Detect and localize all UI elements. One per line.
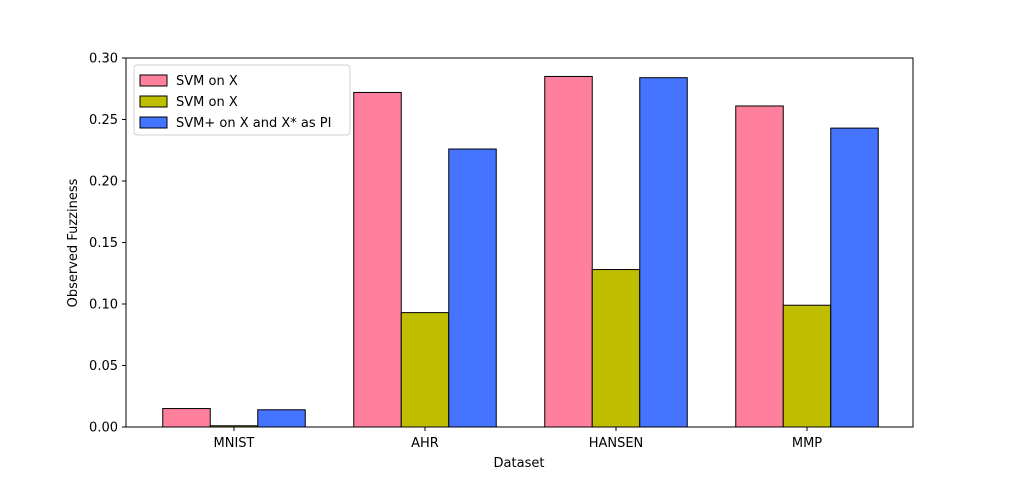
bar-hansen-series-2 [591,269,641,428]
bar-hansen-series-3 [639,77,688,428]
bar-mnist-series-3 [257,409,306,428]
y-tick-label: 0.30 [89,52,118,67]
y-tick-label: 0.25 [89,113,118,128]
plot-frame [125,57,914,428]
bar-mmp-series-2 [782,304,832,428]
y-axis-label: Observed Fuzziness [66,178,81,307]
legend-label: SVM on X [176,74,238,89]
bars-layer [162,75,879,428]
y-tick-label: 0.10 [89,298,118,313]
y-tick-label: 0.05 [89,359,118,374]
legend-box [133,64,351,136]
x-tick-label: HANSEN [589,436,644,451]
bar-hansen-series-1 [544,75,593,428]
legend-swatch [139,95,168,108]
bar-mmp-series-3 [830,127,879,428]
x-tick-label: AHR [411,436,439,451]
y-tick-label: 0.00 [89,421,118,436]
legend-label: SVM on X [176,95,238,110]
legend-swatch [139,116,168,129]
axes-layer: MNIST AHR HANSEN MMP 0.00 0.05 0.10 0.15 0.20 0.2… [89,52,914,451]
y-tick-label: 0.15 [89,236,118,251]
legend-swatch [139,74,168,87]
legend-label: SVM+ on X and X* as PI [176,116,331,131]
bar-mmp-series-1 [735,105,784,428]
legend: SVM on X SVM on X SVM+ on X and X* as PI [133,64,351,136]
bar-ahr-series-3 [448,148,497,428]
bar-mnist-series-1 [162,408,211,428]
x-tick-label: MMP [792,436,822,451]
y-tick-label: 0.20 [89,175,118,190]
bar-ahr-series-2 [400,312,450,428]
bar-ahr-series-1 [353,91,402,428]
x-tick-label: MNIST [214,436,255,451]
x-axis-label: Dataset [494,456,545,471]
